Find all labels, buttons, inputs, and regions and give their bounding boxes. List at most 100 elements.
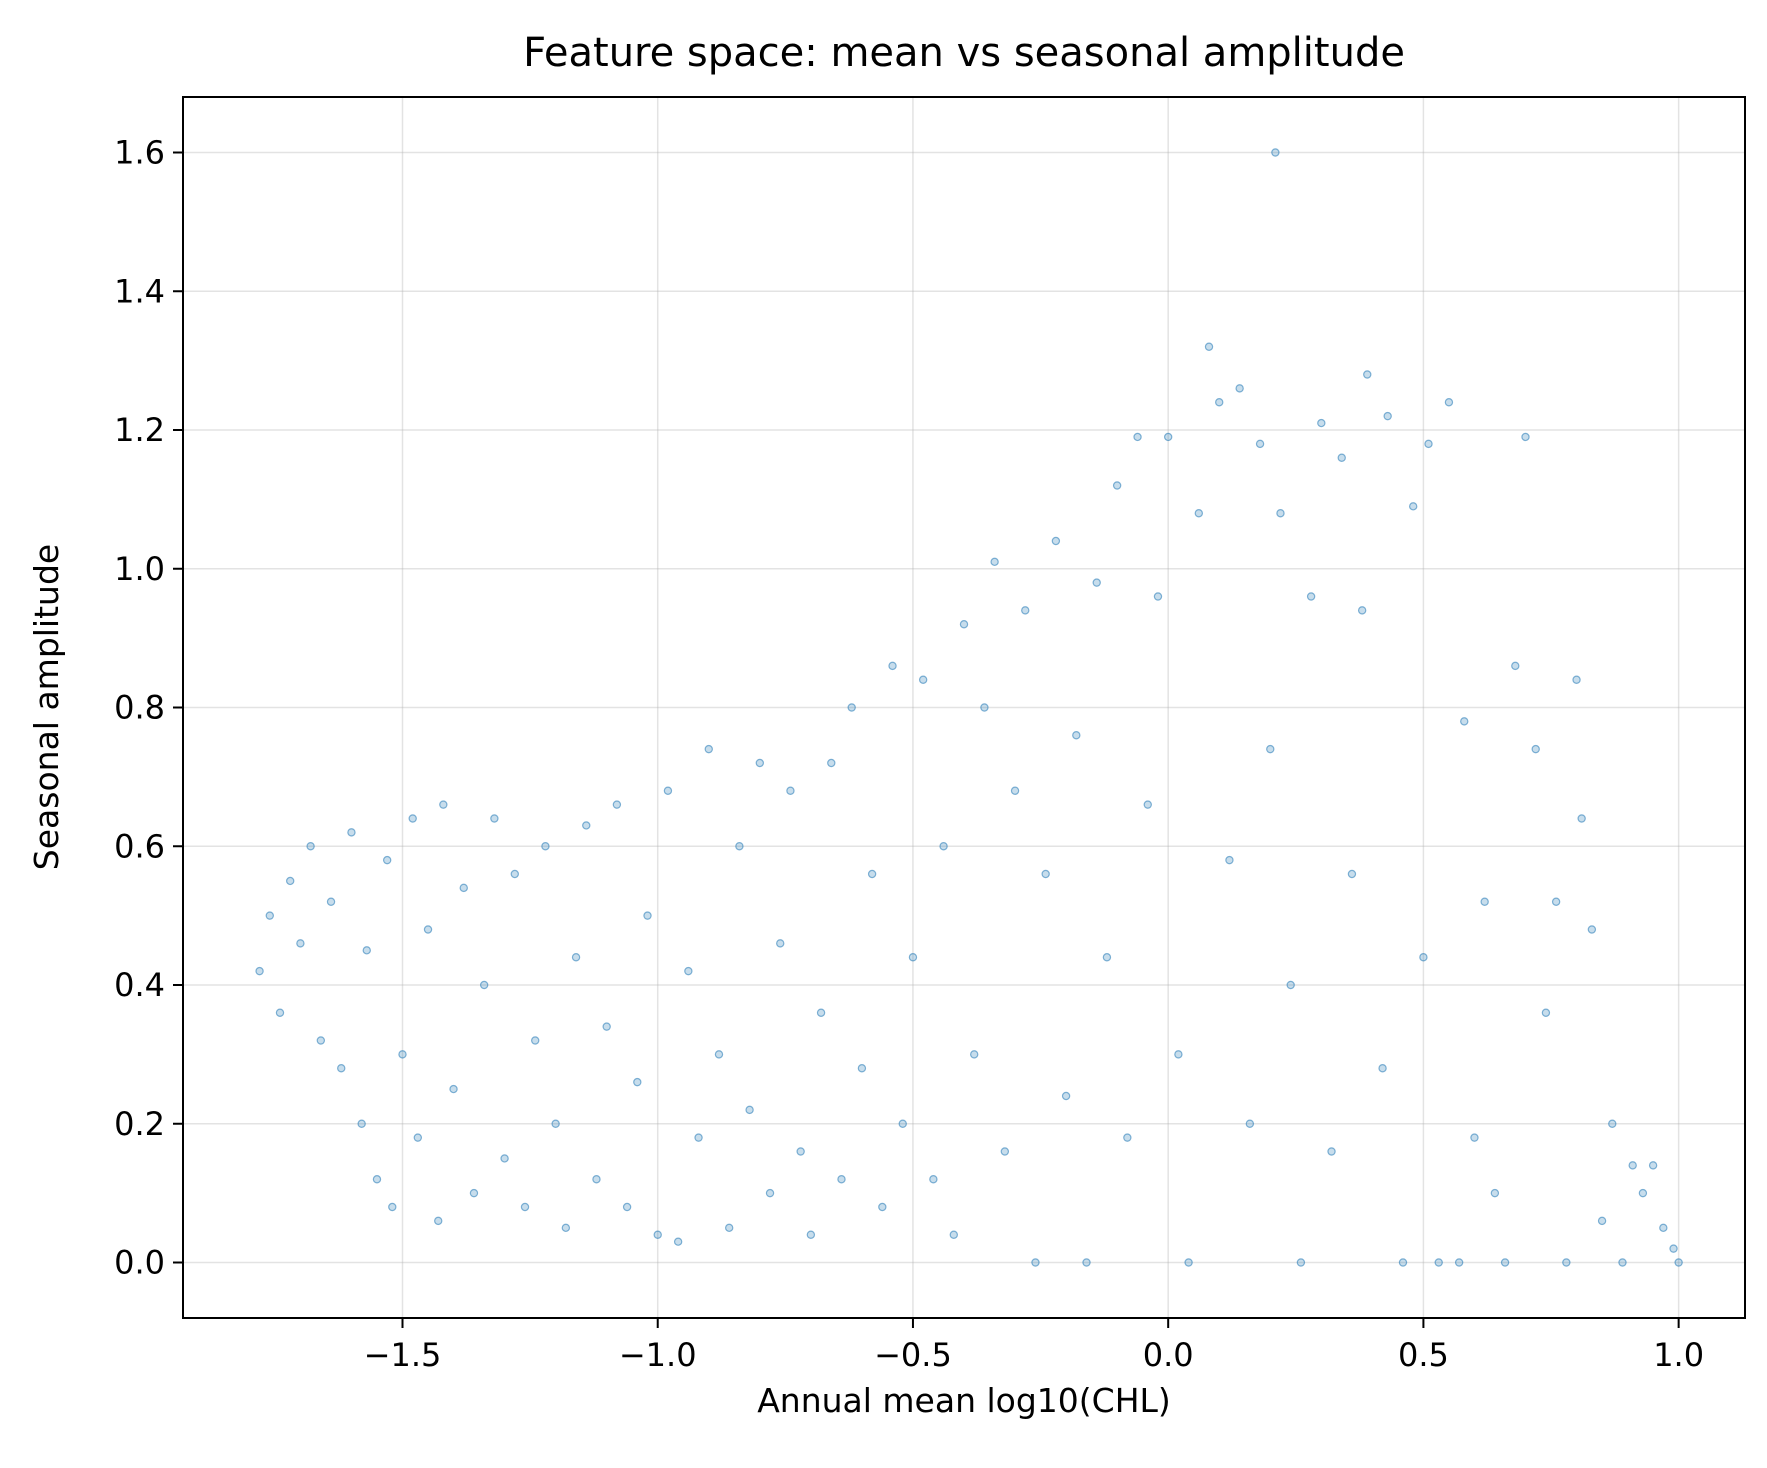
scatter-point <box>1551 897 1561 906</box>
scatter-point <box>1541 1008 1551 1017</box>
scatter-point <box>980 703 989 712</box>
scatter-point <box>500 1154 509 1163</box>
scatter-point <box>1572 675 1581 684</box>
scatter-point <box>1444 398 1454 407</box>
scatter-point <box>582 821 591 830</box>
scatter-point <box>878 1202 887 1212</box>
scatter-point <box>357 1119 366 1128</box>
scatter-point <box>1021 606 1030 615</box>
scatter-point <box>316 1036 326 1045</box>
x-tick-label: 0.5 <box>1398 1336 1449 1374</box>
scatter-point <box>1143 800 1152 809</box>
scatter-point <box>479 980 489 990</box>
scatter-point <box>816 1008 826 1017</box>
scatter-point <box>898 1119 907 1128</box>
scatter-point <box>1597 1216 1607 1226</box>
scatter-point <box>1255 439 1265 449</box>
scatter-point <box>1638 1188 1648 1198</box>
scatter-point <box>347 828 356 837</box>
scatter-point <box>1204 342 1214 351</box>
scatter-point <box>1031 1258 1040 1267</box>
scatter-point <box>1577 814 1586 823</box>
scatter-point <box>1454 1258 1464 1267</box>
scatter-point <box>663 786 673 795</box>
y-tick-label: 1.0 <box>114 550 165 588</box>
scatter-point <box>561 1223 571 1233</box>
scatter-point <box>413 1133 423 1142</box>
scatter-point <box>847 703 856 712</box>
scatter-point <box>1562 1258 1571 1267</box>
scatter-point <box>1347 869 1357 879</box>
scatter-point <box>255 966 264 976</box>
scatter-point <box>1306 592 1316 601</box>
scatter-point <box>1434 1258 1443 1267</box>
scatter-point <box>959 620 969 629</box>
y-axis-label: Seasonal amplitude <box>27 544 66 870</box>
scatter-point <box>1470 1133 1479 1142</box>
scatter-point <box>1092 578 1101 587</box>
scatter-point <box>908 953 918 962</box>
scatter-point <box>490 814 499 823</box>
scatter-point <box>918 675 928 684</box>
scatter-point <box>1041 869 1050 879</box>
scatter-point <box>673 1237 683 1246</box>
scatter-point <box>1184 1258 1193 1267</box>
scatter-point <box>949 1230 958 1239</box>
grid <box>183 97 1745 1318</box>
x-tick-label: 1.0 <box>1653 1336 1704 1374</box>
scatter-point <box>449 1084 458 1094</box>
scatter-point <box>296 939 305 948</box>
scatter-point <box>1628 1161 1637 1170</box>
scatter-point <box>1286 980 1295 990</box>
scatter-point <box>510 869 519 879</box>
y-axis-ticks: 0.0 0.2 0.4 0.6 0.8 1.0 1.2 1.4 1.6 <box>114 134 183 1282</box>
scatter-point <box>827 758 836 768</box>
scatter-point <box>1102 953 1112 962</box>
scatter-point <box>1480 897 1489 906</box>
scatter-point <box>1163 432 1173 442</box>
scatter-point <box>970 1050 979 1059</box>
scatter-point <box>520 1202 530 1212</box>
y-tick-label: 0.8 <box>114 689 165 727</box>
scatter-point <box>1531 744 1540 754</box>
scatter-point <box>633 1077 642 1087</box>
y-tick-label: 0.4 <box>114 966 165 1004</box>
scatter-point <box>1082 1258 1091 1267</box>
scatter-point <box>888 661 897 671</box>
scatter-point <box>1245 1119 1255 1128</box>
scatter-point <box>653 1230 662 1239</box>
scatter-point <box>1317 418 1326 428</box>
scatter-point <box>704 744 713 754</box>
scatter-point <box>408 814 417 823</box>
scatter-point <box>1419 953 1428 962</box>
x-tick-label: −0.5 <box>874 1336 952 1374</box>
scatter-point <box>867 869 877 879</box>
scatter-point <box>724 1223 734 1233</box>
scatter-point <box>1000 1147 1010 1156</box>
scatter-points <box>255 148 1683 1267</box>
scatter-point <box>265 911 274 920</box>
scatter-point <box>1061 1091 1071 1101</box>
scatter-point <box>592 1175 601 1184</box>
scatter-point <box>1072 731 1081 740</box>
scatter-point <box>643 911 652 920</box>
scatter-point <box>1194 509 1204 518</box>
scatter-point <box>1669 1244 1678 1253</box>
scatter-point <box>362 946 371 955</box>
x-axis-ticks: −1.5 −1.0 −0.5 0.0 0.5 1.0 <box>364 1318 1704 1374</box>
scatter-point <box>1500 1258 1510 1267</box>
scatter-point <box>1337 453 1346 462</box>
y-tick-label: 0.0 <box>114 1244 165 1282</box>
scatter-point <box>939 842 948 851</box>
y-tick-label: 1.2 <box>114 411 165 449</box>
scatter-point <box>326 897 336 906</box>
scatter-point <box>1460 717 1469 726</box>
scatter-point <box>423 925 433 934</box>
scatter-point <box>612 800 622 809</box>
scatter-point <box>1398 1258 1408 1267</box>
scatter-point <box>1296 1258 1306 1267</box>
scatter-point <box>1608 1119 1617 1128</box>
scatter-point <box>857 1064 867 1073</box>
y-tick-label: 1.6 <box>114 134 165 172</box>
